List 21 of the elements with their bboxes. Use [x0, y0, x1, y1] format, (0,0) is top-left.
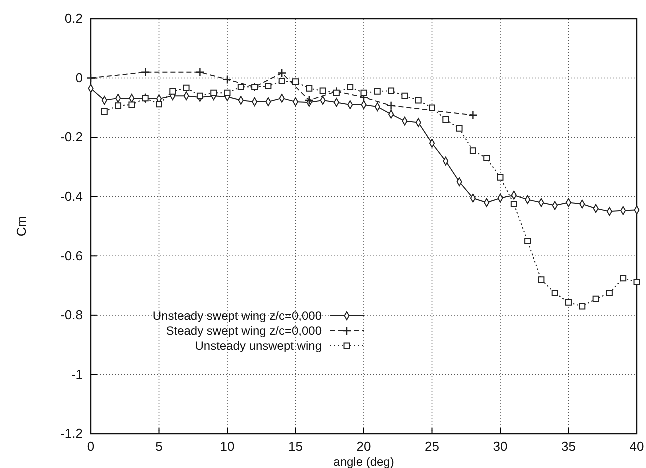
y-tick-label: -1.2	[60, 426, 83, 442]
y-tick-label: -0.2	[60, 130, 83, 145]
legend-label: Unsteady unswept wing	[195, 339, 322, 353]
legend-label: Unsteady swept wing z/c=0,000	[152, 309, 322, 323]
x-tick-label: 5	[156, 439, 163, 454]
y-tick-label: -0.4	[60, 189, 83, 204]
y-tick-label: -0.8	[60, 308, 83, 323]
y-axis-title: Cm	[14, 216, 29, 237]
y-tick-label: -0.6	[60, 248, 83, 264]
x-tick-label: 40	[630, 439, 644, 454]
legend-label: Steady swept wing z/c=0,000	[166, 324, 322, 338]
y-tick-label: 0.2	[64, 11, 83, 26]
x-tick-label: 35	[562, 439, 576, 454]
x-tick-label: 0	[87, 439, 95, 454]
x-tick-label: 20	[356, 439, 372, 454]
y-tick-label: 0	[76, 70, 83, 86]
x-tick-label: 15	[288, 439, 303, 454]
x-tick-label: 25	[425, 439, 440, 454]
x-tick-label: 10	[220, 439, 235, 454]
x-tick-label: 30	[493, 439, 508, 454]
y-tick-label: -1	[71, 366, 83, 382]
